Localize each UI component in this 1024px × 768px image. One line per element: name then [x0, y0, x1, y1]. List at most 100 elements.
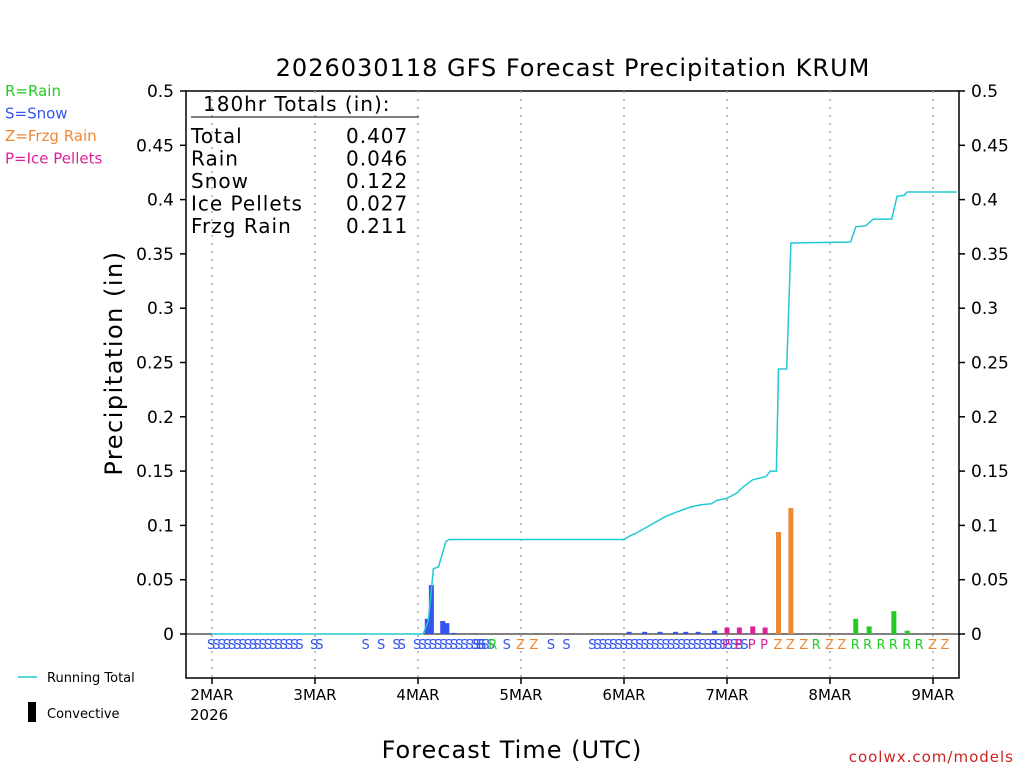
- x-axis: 2MAR 3MAR 4MAR 5MAR 6MAR 7MAR 8MAR 9MAR: [190, 678, 955, 704]
- totals-value: 0.211: [346, 214, 408, 238]
- precip-bar: [712, 630, 718, 634]
- y-tick-label-left: 0.2: [147, 408, 174, 428]
- precip-bar: [642, 631, 648, 634]
- y-tick-label-right: 0.1: [971, 516, 998, 536]
- totals-value: 0.407: [346, 124, 408, 148]
- precip-type-label: SS: [392, 638, 405, 653]
- legend-entry: S=Snow: [5, 105, 68, 123]
- y-tick-label-left: 0.5: [147, 82, 174, 102]
- legend-entry: P=Ice Pellets: [5, 150, 102, 168]
- y-tick-label-right: 0.2: [971, 408, 998, 428]
- precip-type-label: R: [902, 638, 911, 653]
- y-tick-label-right: 0: [971, 625, 982, 645]
- legend-entry: R=Rain: [5, 82, 61, 100]
- x-tick-label: 3MAR: [293, 686, 336, 704]
- x-axis-title: Forecast Time (UTC): [382, 736, 643, 764]
- precip-type-label: Z: [516, 638, 525, 653]
- precip-type-label: S: [547, 638, 555, 653]
- precip-type-label: Z: [837, 638, 846, 653]
- x-tick-label: 9MAR: [911, 686, 954, 704]
- totals-label: Ice Pellets: [191, 192, 303, 216]
- precip-bar: [762, 627, 768, 634]
- totals-label: Snow: [191, 169, 249, 193]
- precip-type-label: R: [877, 638, 886, 653]
- precip-type-label: Z: [529, 638, 538, 653]
- totals-rows: Total 0.407 Rain 0.046 Snow 0.122 Ice Pellets 0…: [190, 124, 408, 238]
- y-tick-label-right: 0.5: [971, 82, 998, 102]
- precip-bar: [695, 631, 701, 634]
- totals-label: Rain: [191, 147, 239, 171]
- precip-type-label: Z: [940, 638, 949, 653]
- precip-bar: [444, 623, 450, 634]
- y-tick-label-left: 0.4: [147, 191, 174, 211]
- totals-label: Frzg Rain: [191, 214, 292, 238]
- totals-label: Total: [190, 124, 243, 148]
- precip-bar: [626, 631, 632, 634]
- y-tick-label-left: 0.3: [147, 299, 174, 319]
- precip-bar: [788, 508, 794, 634]
- running-total-legend-text: Running Total: [47, 671, 135, 686]
- chart-title: 2026030118 GFS Forecast Precipitation KR…: [276, 54, 871, 82]
- precip-type-label: Z: [799, 638, 808, 653]
- totals-value: 0.122: [346, 169, 408, 193]
- credit-text: coolwx.com/models: [849, 748, 1014, 766]
- precip-bars: [424, 508, 910, 634]
- precip-bar: [724, 627, 730, 634]
- precip-type-label: SSSSSSSSS: [253, 638, 303, 653]
- y-tick-label-left: 0.35: [136, 245, 174, 265]
- y-tick-label-right: 0.45: [971, 136, 1009, 156]
- precip-bar: [853, 618, 859, 634]
- x-tick-label: 5MAR: [499, 686, 542, 704]
- precip-type-label: SS: [310, 638, 323, 653]
- grid-lines: [186, 91, 959, 678]
- precip-bar: [440, 620, 446, 634]
- y-tick-label-left: 0.15: [136, 462, 174, 482]
- precip-type-label: P: [760, 638, 768, 653]
- precip-type-label: S: [562, 638, 570, 653]
- y-tick-label-right: 0.05: [971, 571, 1009, 591]
- precip-type-label: SSSSSSSSS: [207, 638, 257, 653]
- precip-type-label: R: [812, 638, 821, 653]
- y-axis-right: 0 0.05 0.1 0.15 0.2 0.25 0.3 0.35 0.4 0.45 0.5: [959, 82, 1009, 645]
- precip-type-label: R: [863, 638, 872, 653]
- precip-type-label: SSSSSSSSSSSSSSSSSSSSSSSSSSSSSS: [588, 638, 748, 653]
- precip-bar: [451, 632, 457, 634]
- precip-bar: [904, 630, 910, 634]
- precip-type-label: R: [488, 638, 497, 653]
- precip-bar: [424, 618, 430, 634]
- convective-legend-swatch: [28, 702, 36, 722]
- x-tick-label: 7MAR: [705, 686, 748, 704]
- y-tick-label-right: 0.4: [971, 191, 998, 211]
- y-tick-label-right: 0.35: [971, 245, 1009, 265]
- running-total-line: [212, 191, 957, 635]
- y-axis-left: 0 0.05 0.1 0.15 0.2 0.25 0.3 0.35 0.4 0.45 0.5: [136, 82, 186, 645]
- x-tick-label: 2MAR: [190, 686, 233, 704]
- y-tick-label-left: 0.25: [136, 354, 174, 374]
- precip-type-label: Z: [774, 638, 783, 653]
- y-tick-label-right: 0.15: [971, 462, 1009, 482]
- precip-bar: [776, 531, 781, 634]
- precip-type-label: S: [503, 638, 511, 653]
- totals-heading: 180hr Totals (in):: [203, 92, 391, 116]
- y-axis-title: Precipitation (in): [100, 250, 128, 475]
- precip-bar: [750, 626, 756, 634]
- precip-type-label: S: [362, 638, 370, 653]
- plot-frame: [185, 90, 960, 679]
- precip-type-label: Z: [786, 638, 795, 653]
- precip-type-label: Z: [825, 638, 834, 653]
- precip-bar: [736, 627, 742, 634]
- precip-type-label: R: [915, 638, 924, 653]
- y-tick-label-right: 0.25: [971, 354, 1009, 374]
- precip-type-label: SSSSSSSSSSSSSSS: [413, 638, 495, 653]
- precip-bar: [866, 626, 872, 634]
- totals-value: 0.046: [346, 147, 408, 171]
- y-tick-label-left: 0.05: [136, 571, 174, 591]
- precip-type-legend: R=Rain S=Snow Z=Frzg Rain P=Ice Pellets: [5, 82, 102, 168]
- convective-legend-text: Convective: [47, 707, 120, 722]
- y-tick-label-left: 0.45: [136, 136, 174, 156]
- x-tick-label: 6MAR: [602, 686, 645, 704]
- x-tick-label: 4MAR: [396, 686, 439, 704]
- year-label: 2026: [190, 706, 228, 724]
- precip-bar: [673, 631, 678, 634]
